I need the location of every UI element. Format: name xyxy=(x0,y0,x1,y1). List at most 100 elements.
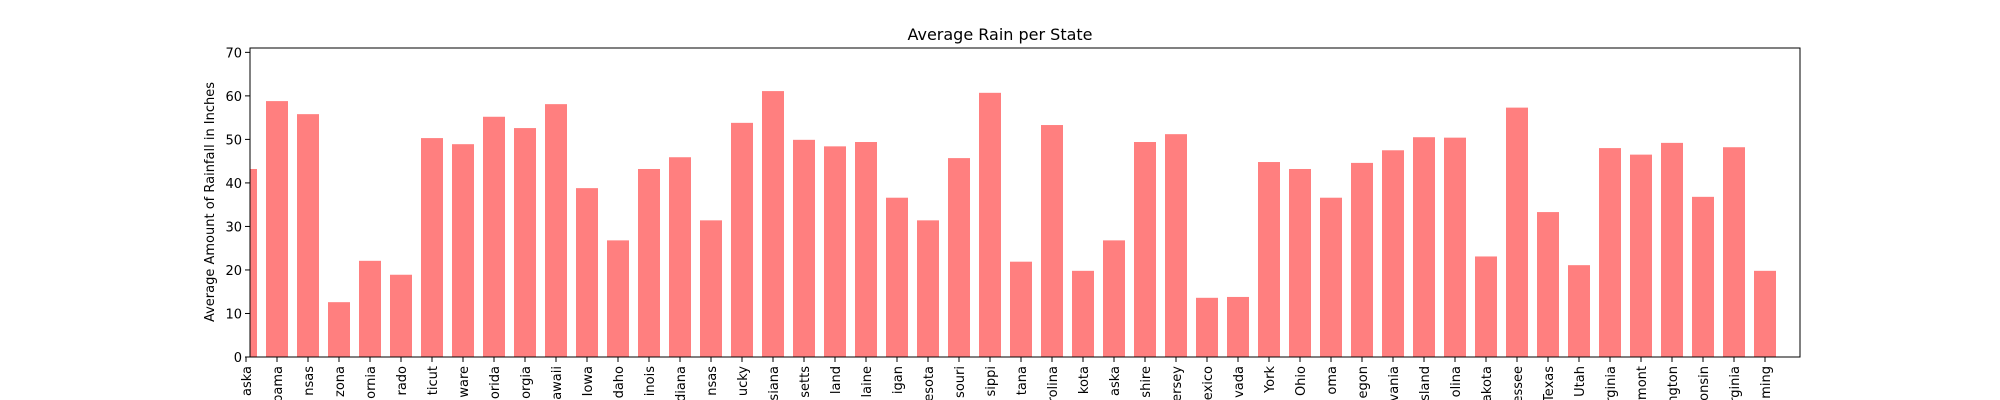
bar xyxy=(1506,107,1528,357)
x-tick-label: Utah xyxy=(1573,366,1588,397)
bar xyxy=(1568,265,1590,357)
x-tick-label: Ohio xyxy=(1294,366,1309,396)
bar xyxy=(1320,197,1342,357)
x-tick-label: shire xyxy=(1139,366,1154,398)
bar xyxy=(1196,297,1218,357)
x-tick-label: daho xyxy=(612,366,627,398)
y-tick-label: 40 xyxy=(225,177,242,192)
bar xyxy=(948,158,970,357)
bar xyxy=(1165,134,1187,357)
bar xyxy=(1072,270,1094,357)
x-tick-label: diana xyxy=(674,366,689,400)
x-tick-label: kota xyxy=(1077,366,1092,394)
bar xyxy=(514,128,536,357)
y-tick-label: 60 xyxy=(225,90,242,105)
x-tick-label: laine xyxy=(860,366,875,397)
bar xyxy=(638,168,660,357)
bar xyxy=(328,302,350,357)
x-tick-label: exico xyxy=(1201,366,1216,400)
bar xyxy=(1227,296,1249,357)
bar xyxy=(576,188,598,357)
x-tick-label: York xyxy=(1263,366,1278,395)
x-tick-label: bama xyxy=(271,366,286,400)
bar xyxy=(1630,154,1652,357)
x-tick-label: ornia xyxy=(364,366,379,399)
y-tick-label: 50 xyxy=(225,133,242,148)
bar xyxy=(886,197,908,357)
y-axis: 0 10 20 30 40 50 60 70 xyxy=(225,46,250,366)
bar xyxy=(1692,196,1714,357)
x-tick-label: siana xyxy=(767,366,782,400)
bar xyxy=(1599,148,1621,357)
x-tick-label: vada xyxy=(1232,366,1247,398)
bar xyxy=(452,144,474,357)
x-tick-label: rado xyxy=(395,366,410,396)
x-tick-label: setts xyxy=(798,366,813,398)
bar xyxy=(359,260,381,357)
bar xyxy=(1475,256,1497,357)
x-tick-label: inois xyxy=(643,366,658,396)
bar xyxy=(1413,137,1435,357)
bar xyxy=(390,274,412,357)
y-tick-label: 70 xyxy=(225,46,242,61)
x-tick-label: aska xyxy=(1108,366,1123,396)
x-tick-label: ming xyxy=(1759,366,1774,399)
bar xyxy=(1258,162,1280,357)
bar xyxy=(1103,240,1125,357)
bar xyxy=(545,104,567,358)
x-tick-label: nsas xyxy=(302,366,317,396)
bar xyxy=(607,240,629,357)
x-tick-label: land xyxy=(829,366,844,394)
x-tick-label: aska xyxy=(240,366,255,396)
bar xyxy=(1444,137,1466,357)
x-tick-label: awaii xyxy=(550,366,565,400)
x-tick-label: nsas xyxy=(705,366,720,396)
bar xyxy=(421,138,443,357)
bar xyxy=(979,92,1001,358)
x-tick-label: onsin xyxy=(1697,366,1712,400)
y-tick-label: 20 xyxy=(225,264,242,279)
bar xyxy=(1382,150,1404,357)
bar xyxy=(1351,162,1373,357)
x-tick-label: sland xyxy=(1418,366,1433,400)
bar xyxy=(1041,125,1063,357)
x-tick-label: souri xyxy=(953,366,968,398)
bar xyxy=(1289,168,1311,357)
x-tick-label: orgia xyxy=(519,366,534,399)
bar xyxy=(824,146,846,357)
x-tick-label: rmont xyxy=(1635,366,1650,400)
bar-series xyxy=(250,91,1776,358)
bar xyxy=(250,168,257,357)
bar xyxy=(1723,147,1745,357)
bar xyxy=(1537,212,1559,357)
y-tick-label: 0 xyxy=(234,351,242,366)
y-axis-label: Average Amount of Rainfall in Inches xyxy=(203,82,218,322)
bar xyxy=(266,101,288,358)
x-tick-label: ersey xyxy=(1170,366,1185,400)
bar xyxy=(1661,142,1683,357)
bar xyxy=(1134,142,1156,357)
x-tick-label: rginia xyxy=(1604,366,1619,400)
x-tick-label: igan xyxy=(891,366,906,394)
x-tick-label: orida xyxy=(488,366,503,399)
x-tick-label: olina xyxy=(1449,366,1464,397)
bar xyxy=(297,114,319,357)
chart-title: Average Rain per State xyxy=(907,25,1092,44)
x-tick-label: vania xyxy=(1387,366,1402,400)
bar xyxy=(917,220,939,357)
bar xyxy=(762,91,784,358)
plot-frame xyxy=(249,47,1801,358)
bar xyxy=(855,142,877,357)
x-tick-label: rolina xyxy=(1046,366,1061,400)
x-tick-label: zona xyxy=(333,366,348,397)
bar xyxy=(731,122,753,357)
x-tick-label: egon xyxy=(1356,366,1371,398)
x-tick-label: tana xyxy=(1015,366,1030,395)
x-tick-label: Iowa xyxy=(581,366,596,396)
bar xyxy=(669,157,691,357)
y-tick-label: 30 xyxy=(225,220,242,235)
x-tick-label: ngton xyxy=(1666,366,1681,400)
x-axis: aska bama nsas zona ornia rado ticut ware orida o… xyxy=(240,357,1774,400)
x-tick-label: ticut xyxy=(426,366,441,395)
